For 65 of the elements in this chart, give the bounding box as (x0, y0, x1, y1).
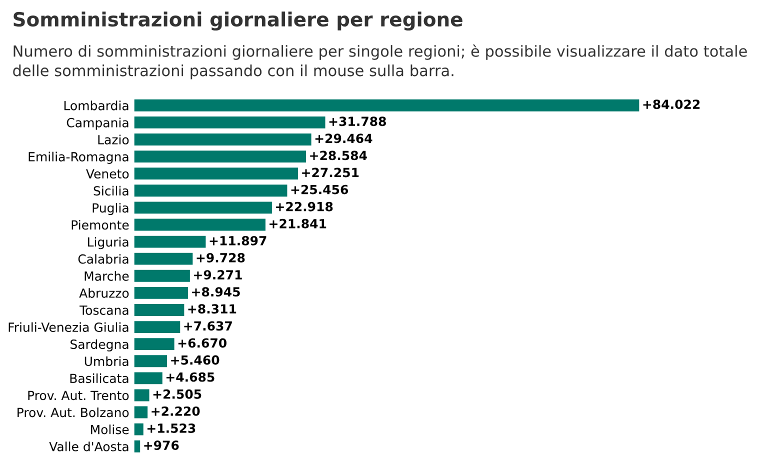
data-label: +84.022 (643, 100, 700, 110)
bar (134, 236, 206, 248)
data-label: +2.505 (153, 389, 202, 399)
data-label: +2.220 (152, 406, 200, 416)
y-tick-label: Umbria (84, 356, 128, 366)
bar (134, 134, 312, 146)
y-tick-label: Toscana (80, 306, 128, 315)
data-label: +28.584 (310, 150, 367, 160)
y-tick-label: Piemonte (72, 220, 129, 230)
data-label: +27.251 (302, 168, 359, 178)
bar (134, 218, 266, 231)
data-label: +11.897 (210, 236, 266, 246)
bar (134, 321, 180, 333)
bar (134, 372, 162, 384)
bar (134, 202, 272, 214)
data-label: +25.456 (291, 184, 348, 194)
y-tick-label: Calabria (78, 254, 128, 264)
bar (134, 423, 144, 436)
data-label: +976 (144, 440, 179, 450)
bar (134, 389, 150, 402)
bar (134, 355, 168, 368)
y-tick-label: Emilia-Romagna (28, 152, 128, 164)
bar (134, 270, 190, 282)
data-label: +1.523 (147, 423, 196, 433)
bar (134, 304, 184, 316)
data-label: +6.670 (178, 338, 226, 348)
data-label: +4.685 (166, 372, 214, 382)
y-tick-label: Basilicata (70, 373, 128, 384)
y-tick-label: Sicilia (94, 186, 128, 196)
data-label: +5.460 (171, 355, 220, 365)
bar (134, 168, 298, 180)
bar (134, 252, 193, 265)
y-tick-label: Lazio (98, 134, 129, 144)
y-tick-label: Molise (91, 424, 129, 434)
y-tick-label: Valle d'Aosta (49, 442, 128, 452)
y-tick-label: Puglia (92, 202, 128, 216)
data-label: +7.637 (184, 321, 232, 331)
bar (134, 338, 174, 350)
bar (134, 99, 640, 112)
data-label: +22.918 (276, 202, 333, 212)
bar (134, 184, 288, 197)
data-label: +21.841 (270, 218, 326, 228)
chart-title: Somministrazioni giornaliere per regione (14, 12, 462, 31)
bar (134, 440, 140, 452)
bar (134, 286, 188, 299)
y-tick-label: Abruzzo (79, 288, 129, 298)
bar (134, 406, 148, 418)
y-tick-label: Liguria (88, 237, 128, 250)
y-tick-label: Prov. Aut. Trento (28, 390, 129, 400)
data-label: +9.728 (196, 253, 245, 262)
chart-subtitle: Numero di somministrazioni giornaliere per singole regioni; è possibile visualizzare il dato totale delle somministrazioni passando con il mouse sulla barra. (13, 44, 747, 80)
y-tick-label: Marche (84, 271, 129, 281)
y-tick-label: Friuli-Venezia Giulia (8, 322, 128, 332)
y-tick-label: Campania (66, 118, 128, 130)
bar (134, 116, 326, 128)
data-label: +8.945 (192, 287, 240, 297)
y-tick-label: Prov. Aut. Bolzano (18, 408, 129, 418)
data-label: +31.788 (329, 116, 386, 126)
data-label: +9.271 (194, 270, 242, 280)
y-tick-label: Veneto (86, 169, 129, 179)
bar (134, 150, 306, 163)
y-tick-label: Lombardia (64, 100, 128, 110)
data-label: +29.464 (315, 134, 372, 144)
y-tick-label: Sardegna (70, 339, 128, 352)
data-label: +8.311 (188, 304, 236, 314)
